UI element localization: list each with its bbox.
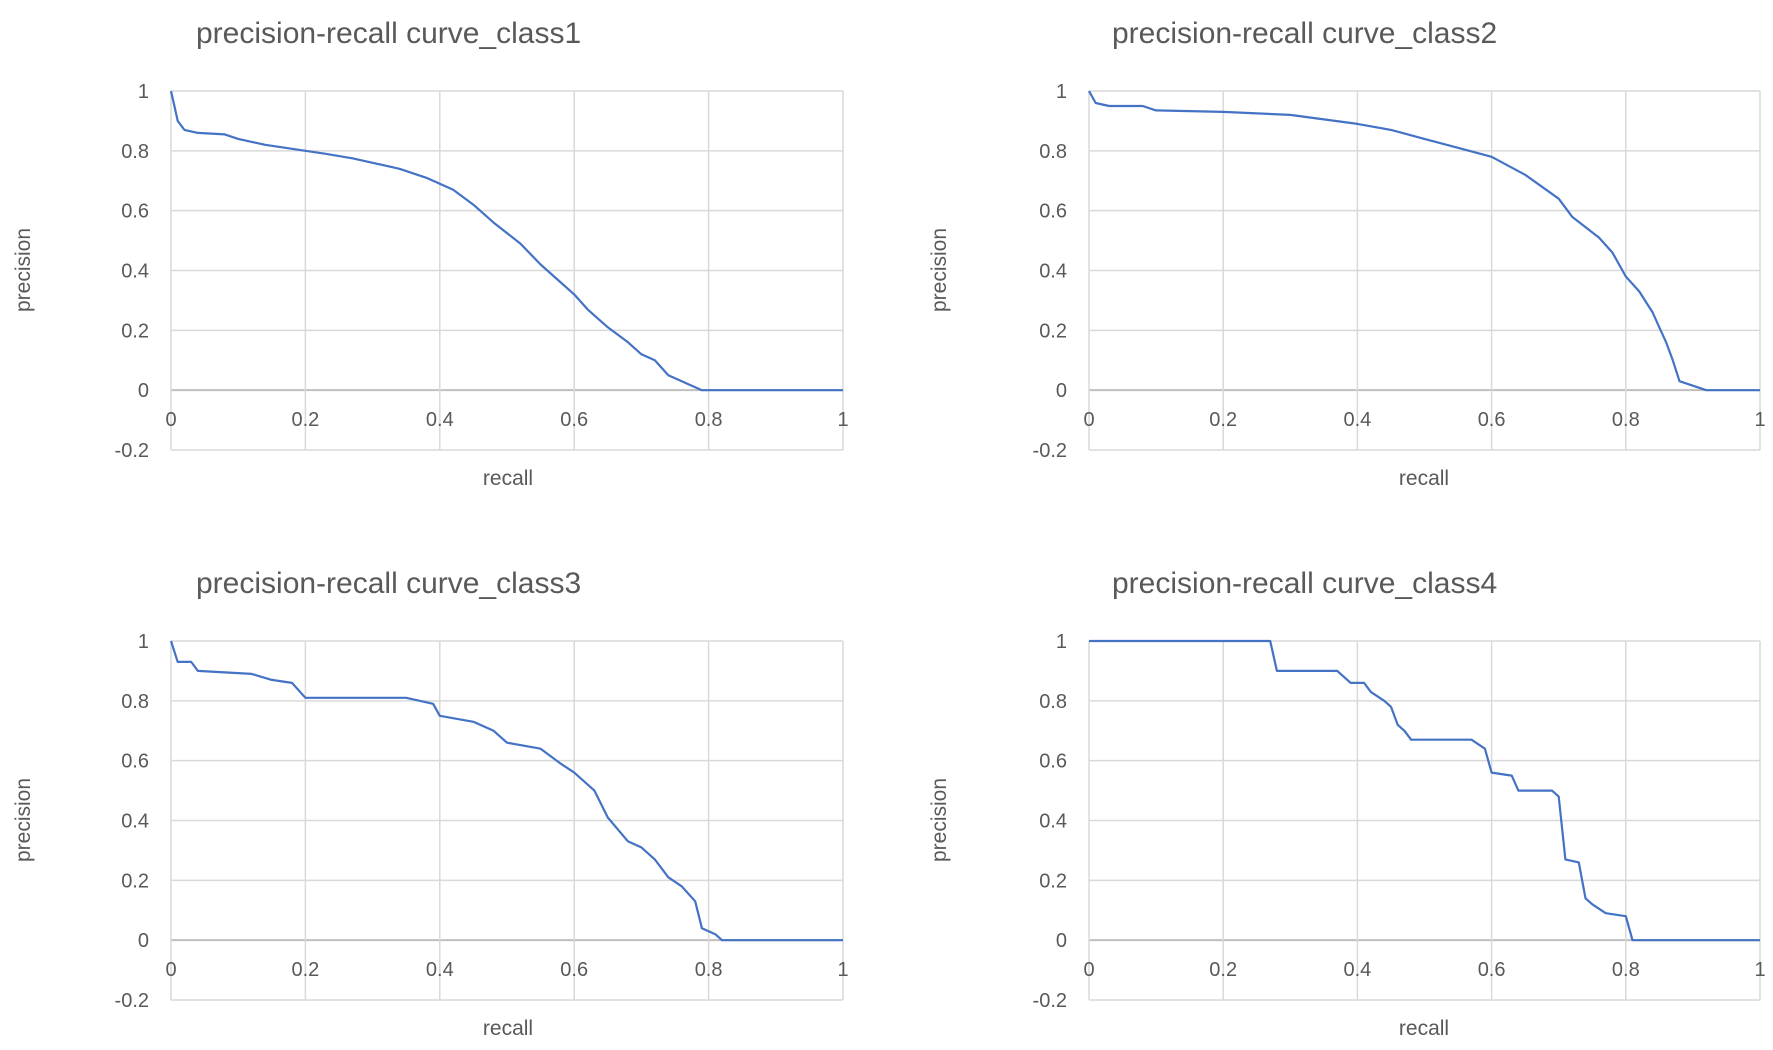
chart-title: precision-recall curve_class4: [1112, 567, 1497, 600]
x-tick-label: 0.8: [695, 409, 723, 431]
chart-panel-class3: precision-recall curve_class3 recall pre…: [12, 567, 849, 1040]
y-tick-label: 0.2: [121, 320, 149, 342]
y-tick-label: 1: [1056, 81, 1067, 103]
plot-area: 1 0.8 0.6 0.4 0.2 0 -0.2 0 0.2 0.4 0.6 0.8 1: [115, 81, 849, 462]
y-tick-label: 0.4: [1039, 811, 1067, 833]
y-tick-label: 0.6: [1039, 201, 1067, 223]
x-tick-label: 0.2: [291, 959, 319, 981]
y-tick-label: 0: [1056, 380, 1067, 402]
chart-panel-class1: precision-recall curve_class1 recall pre…: [12, 17, 849, 490]
x-tick-label: 0.8: [695, 959, 723, 981]
y-tick-label: 0.6: [1039, 751, 1067, 773]
y-tick-label: 0.8: [121, 141, 149, 163]
x-axis-title: recall: [483, 467, 533, 490]
y-tick-label: 0: [138, 380, 149, 402]
x-axis-title: recall: [483, 1017, 533, 1040]
y-axis-title: precision: [12, 778, 35, 862]
x-tick-label: 0.8: [1612, 409, 1640, 431]
y-tick-label: -0.2: [115, 990, 149, 1012]
x-tick-label: 1: [1754, 409, 1765, 431]
y-tick-label: 0.2: [1039, 870, 1067, 892]
x-tick-label: 1: [1754, 959, 1765, 981]
x-tick-label: 1: [837, 409, 848, 431]
x-tick-label: 0.6: [560, 959, 588, 981]
chart-title: precision-recall curve_class3: [196, 567, 581, 600]
x-tick-label: 0: [165, 959, 176, 981]
y-tick-label: -0.2: [1033, 440, 1067, 462]
x-axis-title: recall: [1399, 1017, 1449, 1040]
y-tick-label: 1: [138, 631, 149, 653]
x-tick-label: 0.4: [1343, 959, 1371, 981]
series-line: [169, 90, 843, 392]
y-tick-label: 0.4: [121, 811, 149, 833]
chart-panel-class2: precision-recall curve_class2 recall pre…: [928, 17, 1766, 490]
y-tick-label: 0.8: [1039, 141, 1067, 163]
x-tick-label: 0: [165, 409, 176, 431]
x-tick-label: 0.6: [1478, 409, 1506, 431]
x-tick-label: 0.6: [560, 409, 588, 431]
y-tick-label: 0: [138, 930, 149, 952]
x-tick-label: 0.4: [426, 959, 454, 981]
y-tick-label: 0.8: [121, 691, 149, 713]
y-tick-label: 1: [138, 81, 149, 103]
x-tick-label: 0: [1083, 959, 1094, 981]
y-tick-label: 0.2: [1039, 320, 1067, 342]
plot-area: 1 0.8 0.6 0.4 0.2 0 -0.2 0 0.2 0.4 0.6 0.8 1: [1033, 81, 1766, 462]
x-tick-label: 0: [1083, 409, 1094, 431]
y-tick-label: 0.6: [121, 201, 149, 223]
y-tick-label: -0.2: [1033, 990, 1067, 1012]
x-axis-title: recall: [1399, 467, 1449, 490]
chart-title: precision-recall curve_class2: [1112, 17, 1497, 50]
x-tick-label: 0.2: [1209, 959, 1237, 981]
y-tick-label: 0.4: [1039, 261, 1067, 283]
series-line: [1089, 639, 1760, 942]
x-tick-label: 0.8: [1612, 959, 1640, 981]
x-tick-label: 0.2: [291, 409, 319, 431]
series-line: [1088, 90, 1760, 392]
x-tick-label: 0.4: [1343, 409, 1371, 431]
y-axis-title: precision: [928, 228, 951, 312]
x-tick-label: 0.4: [426, 409, 454, 431]
y-tick-label: 0.2: [121, 870, 149, 892]
chart-title: precision-recall curve_class1: [196, 17, 581, 50]
y-tick-label: 0.8: [1039, 691, 1067, 713]
y-axis-title: precision: [12, 228, 35, 312]
chart-panel-class4: precision-recall curve_class4 recall pre…: [928, 567, 1766, 1040]
x-tick-label: 1: [837, 959, 848, 981]
plot-area: 1 0.8 0.6 0.4 0.2 0 -0.2 0 0.2 0.4 0.6 0.8 1: [1033, 631, 1766, 1012]
series-line: [169, 640, 843, 942]
y-tick-label: 1: [1056, 631, 1067, 653]
y-tick-label: 0: [1056, 930, 1067, 952]
y-tick-label: -0.2: [115, 440, 149, 462]
y-tick-label: 0.6: [121, 751, 149, 773]
y-tick-label: 0.4: [121, 261, 149, 283]
plot-area: 1 0.8 0.6 0.4 0.2 0 -0.2 0 0.2 0.4 0.6 0.8 1: [115, 631, 849, 1012]
y-axis-title: precision: [928, 778, 951, 862]
x-tick-label: 0.2: [1209, 409, 1237, 431]
x-tick-label: 0.6: [1478, 959, 1506, 981]
